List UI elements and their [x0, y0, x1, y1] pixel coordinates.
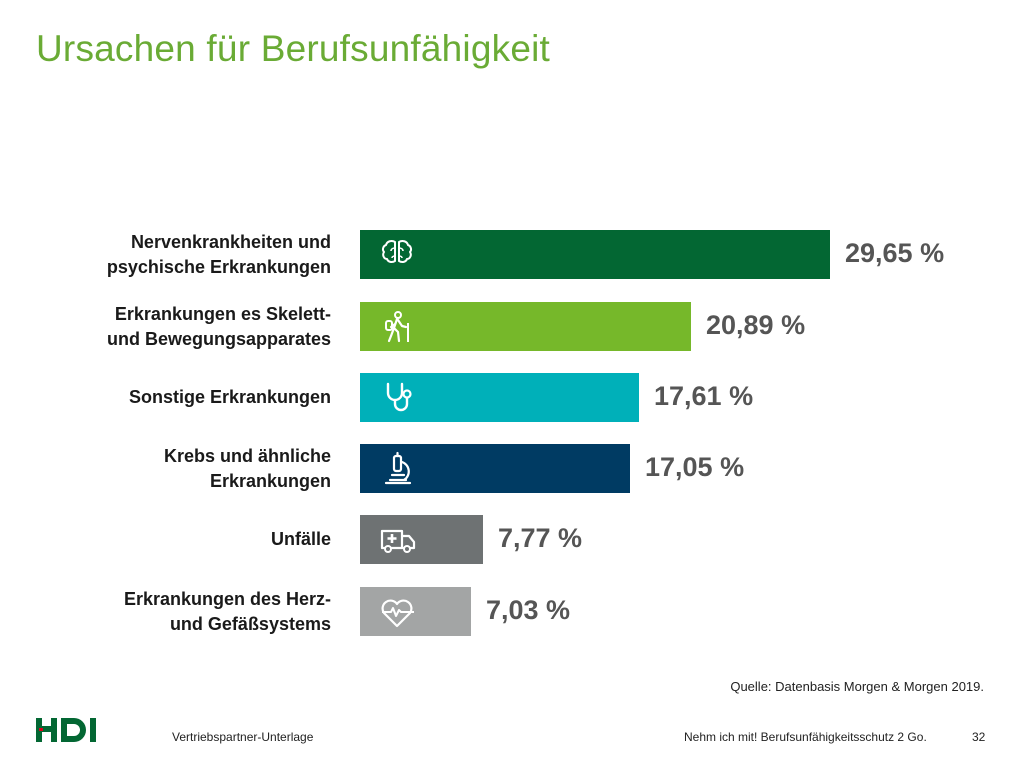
source-note: Quelle: Datenbasis Morgen & Morgen 2019.	[730, 679, 984, 694]
microscope-icon	[384, 451, 412, 485]
value-label: 7,77 %	[498, 523, 583, 553]
category-label-line: Unfälle	[270, 529, 331, 549]
value-label: 29,65 %	[845, 238, 945, 268]
category-label: Nervenkrankheiten und psychische Erkranku…	[40, 230, 331, 280]
category-label-line: Erkrankungen es Skelett-	[114, 303, 331, 324]
ambulance-icon	[380, 529, 416, 553]
category-label-line: Sonstige Erkrankungen	[128, 387, 331, 407]
bar-6	[360, 587, 471, 636]
hdi-logo	[36, 718, 96, 742]
page-number: 32	[972, 730, 986, 744]
bar-2	[360, 302, 691, 351]
value-label: 17,05 %	[645, 452, 745, 482]
bar-5	[360, 515, 483, 564]
footer-left-text: Vertriebspartner-Unterlage	[172, 730, 314, 744]
category-label-line: Nervenkrankheiten und	[130, 231, 331, 252]
category-label-line: und Gefäßsystems	[169, 613, 331, 634]
value-label: 20,89 %	[706, 310, 806, 340]
bar-4	[360, 444, 630, 493]
hiker-icon	[385, 311, 409, 343]
page-title: Ursachen für Berufsunfähigkeit	[36, 28, 550, 69]
bar-1	[360, 230, 830, 279]
category-label: Erkrankungen es Skelett-und Bewegungsapp…	[40, 302, 331, 352]
category-label-line: Krebs und ähnliche	[163, 445, 331, 466]
category-label: Unfälle	[40, 527, 331, 552]
category-label-line: Erkrankungen	[209, 470, 331, 491]
category-label: Sonstige Erkrankungen	[40, 385, 331, 410]
stethoscope-icon	[386, 382, 412, 412]
value-label: 7,03 %	[486, 595, 571, 625]
bar-3	[360, 373, 639, 422]
brain-icon	[381, 240, 413, 264]
category-label-line: Erkrankungen des Herz-	[123, 588, 331, 609]
category-label-line: psychische Erkrankungen	[106, 256, 331, 277]
value-label: 17,61 %	[654, 381, 754, 411]
category-label: Erkrankungen des Herz-und Gefäßsystems	[40, 587, 331, 637]
heartbeat-icon	[381, 599, 414, 628]
category-label: Krebs und ähnliche Erkrankungen	[40, 444, 331, 494]
category-label-line: und Bewegungsapparates	[106, 328, 331, 349]
footer-right-text: Nehm ich mit! Berufsunfähigkeitsschutz 2…	[684, 730, 927, 744]
